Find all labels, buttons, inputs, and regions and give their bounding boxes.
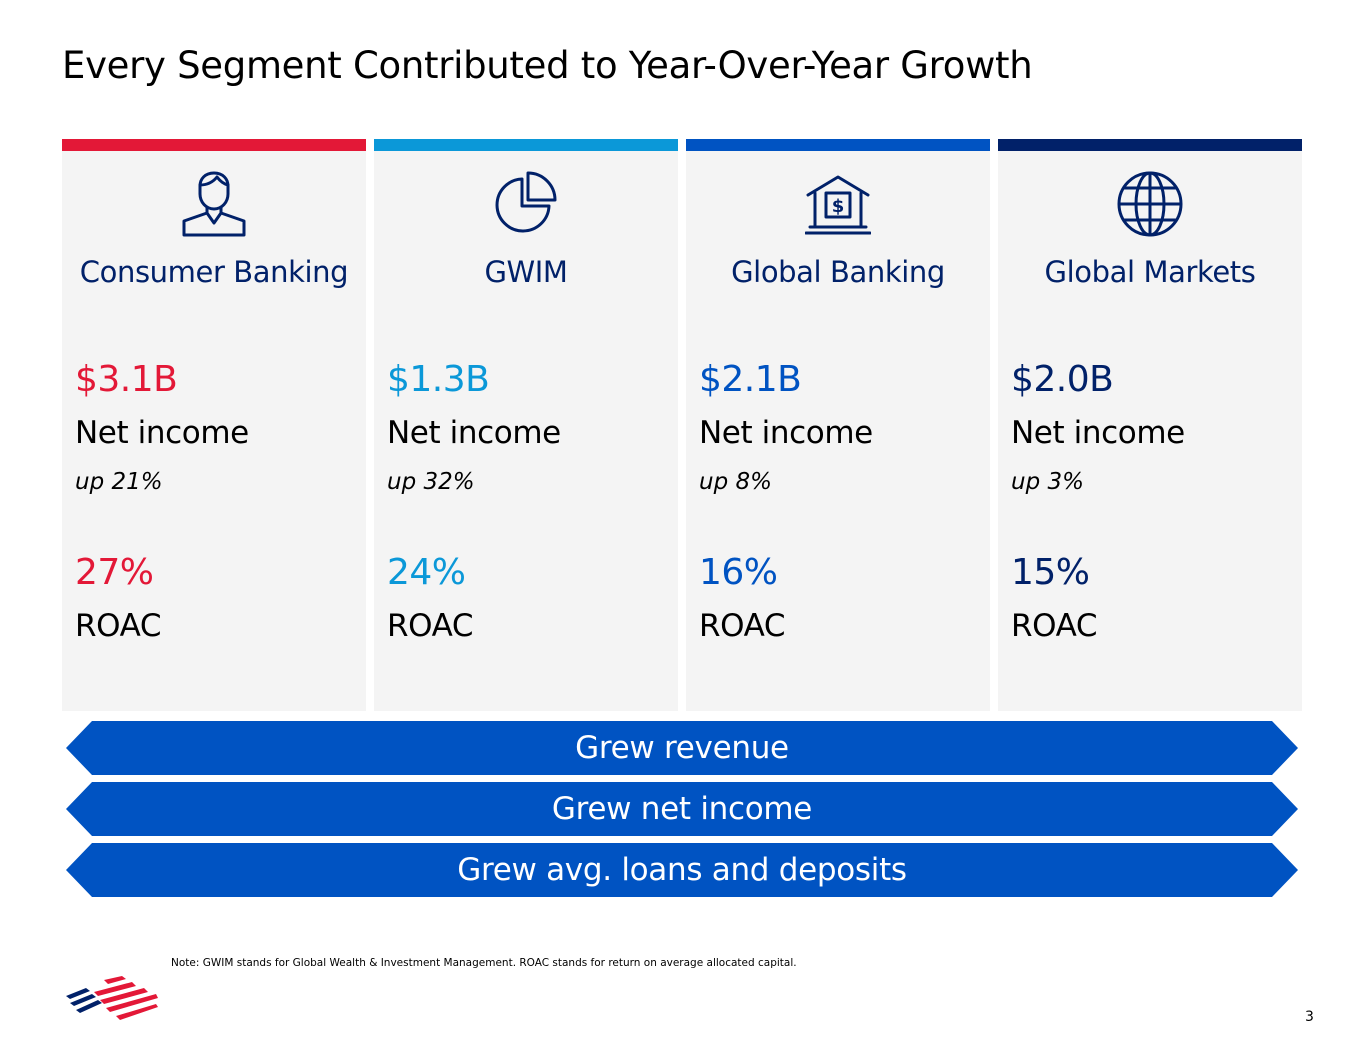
segment-global-markets: Global Markets $2.0B Net income up 3% 15… bbox=[998, 139, 1302, 711]
net-income-change: up 32% bbox=[387, 469, 475, 495]
net-income-change: up 3% bbox=[1011, 469, 1084, 495]
roac-value: 24% bbox=[387, 552, 466, 593]
flag-logo-icon bbox=[64, 976, 160, 1028]
net-income-value: $2.0B bbox=[1011, 359, 1114, 400]
net-income-label: Net income bbox=[699, 415, 873, 451]
net-income-value: $2.1B bbox=[699, 359, 802, 400]
segment-consumer-banking: Consumer Banking $3.1B Net income up 21%… bbox=[62, 139, 366, 711]
roac-label: ROAC bbox=[387, 608, 474, 644]
person-icon bbox=[62, 171, 366, 237]
net-income-label: Net income bbox=[387, 415, 561, 451]
net-income-value: $1.3B bbox=[387, 359, 490, 400]
slide-title: Every Segment Contributed to Year-Over-Y… bbox=[62, 44, 1033, 87]
svg-text:$: $ bbox=[832, 196, 845, 217]
segments-grid: Consumer Banking $3.1B Net income up 21%… bbox=[62, 139, 1302, 711]
banner-grew-revenue: Grew revenue bbox=[66, 721, 1298, 775]
footnote: Note: GWIM stands for Global Wealth & In… bbox=[171, 957, 797, 969]
banner-grew-net-income: Grew net income bbox=[66, 782, 1298, 836]
pie-chart-icon bbox=[374, 171, 678, 237]
segment-color-bar bbox=[374, 139, 678, 151]
segment-gwim: GWIM $1.3B Net income up 32% 24% ROAC bbox=[374, 139, 678, 711]
segment-global-banking: $ Global Banking $2.1B Net income up 8% … bbox=[686, 139, 990, 711]
roac-value: 15% bbox=[1011, 552, 1090, 593]
segment-name: GWIM bbox=[484, 255, 568, 289]
roac-value: 16% bbox=[699, 552, 778, 593]
bank-dollar-icon: $ bbox=[686, 171, 990, 237]
page-number: 3 bbox=[1305, 1009, 1314, 1025]
segment-color-bar bbox=[62, 139, 366, 151]
globe-icon bbox=[998, 171, 1302, 237]
banner-grew-loans-deposits: Grew avg. loans and deposits bbox=[66, 843, 1298, 897]
segment-name: Global Markets bbox=[1044, 255, 1256, 289]
net-income-change: up 8% bbox=[699, 469, 772, 495]
roac-value: 27% bbox=[75, 552, 154, 593]
segment-name: Consumer Banking bbox=[79, 255, 349, 289]
net-income-label: Net income bbox=[1011, 415, 1185, 451]
net-income-value: $3.1B bbox=[75, 359, 178, 400]
segment-color-bar bbox=[998, 139, 1302, 151]
net-income-change: up 21% bbox=[75, 469, 163, 495]
roac-label: ROAC bbox=[699, 608, 786, 644]
segment-name: Global Banking bbox=[731, 255, 945, 289]
roac-label: ROAC bbox=[1011, 608, 1098, 644]
net-income-label: Net income bbox=[75, 415, 249, 451]
segment-color-bar bbox=[686, 139, 990, 151]
roac-label: ROAC bbox=[75, 608, 162, 644]
